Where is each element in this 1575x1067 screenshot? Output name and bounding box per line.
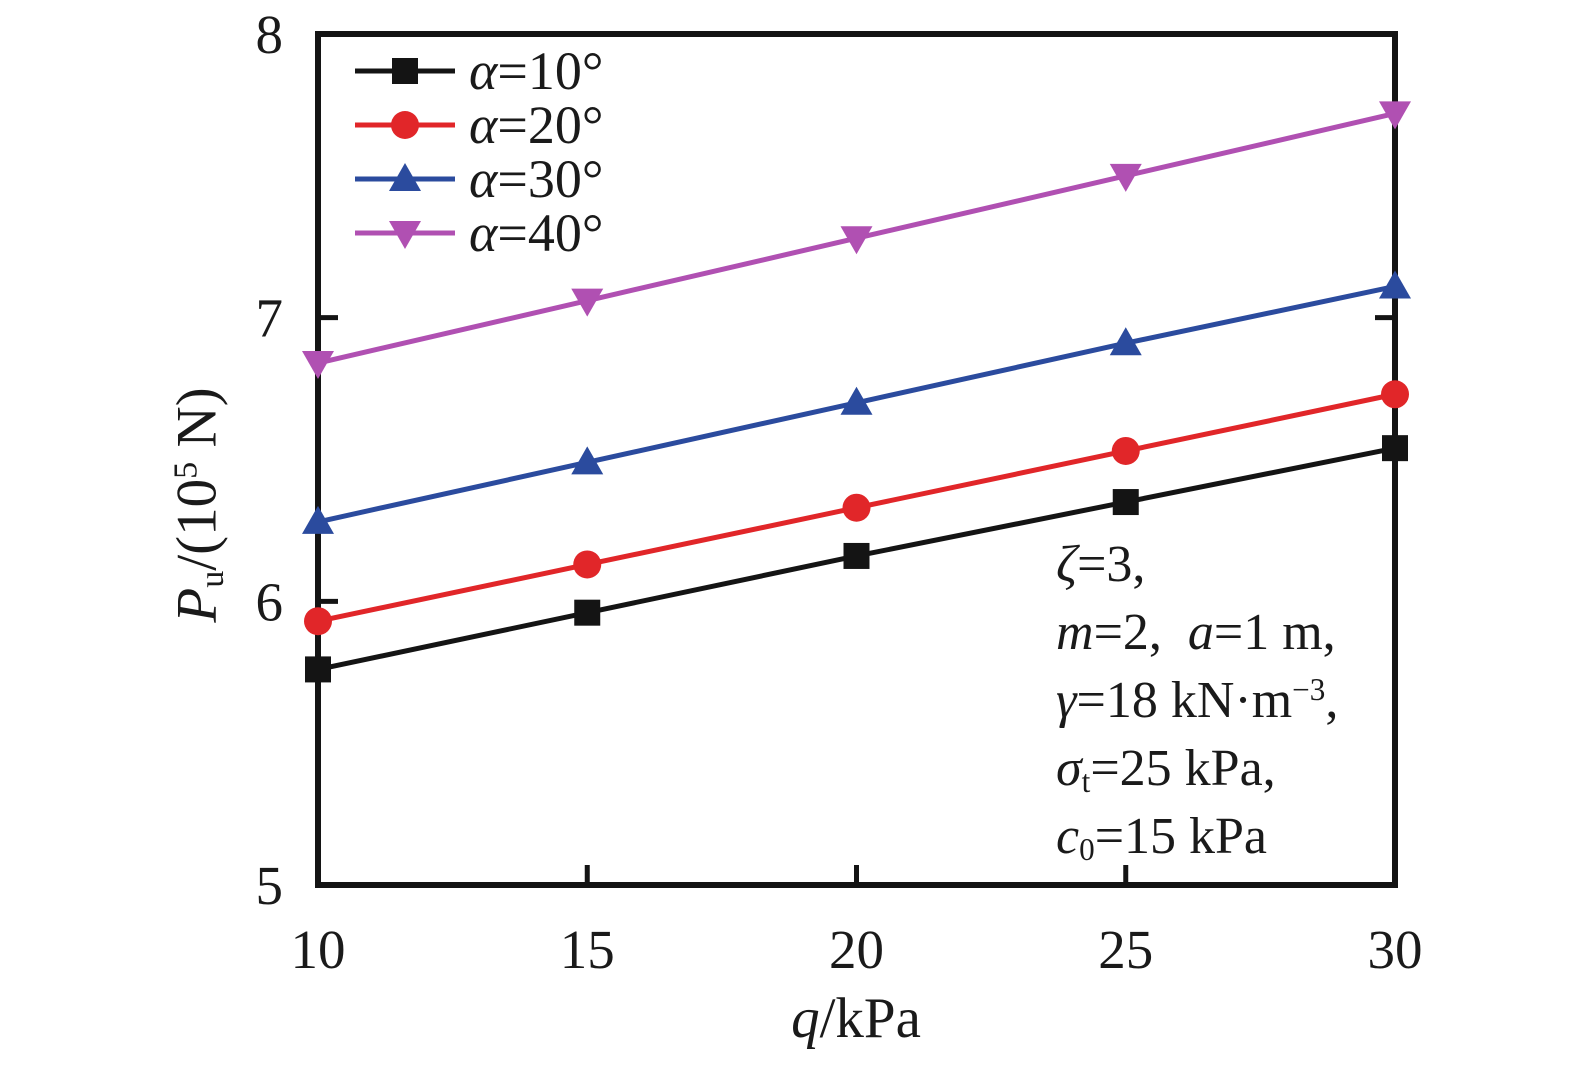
text-segment: =25 kPa, bbox=[1090, 740, 1289, 797]
text-segment: q bbox=[791, 987, 820, 1050]
text-segment: α bbox=[469, 149, 498, 209]
annotation-line: γ=18 kN·m−3, bbox=[1056, 667, 1351, 735]
series-marker-alpha-40 bbox=[1109, 163, 1142, 192]
series-marker-alpha-10 bbox=[1382, 435, 1408, 462]
text-segment: α bbox=[469, 95, 498, 155]
legend-label: α=30° bbox=[469, 152, 603, 206]
x-tick-label: 20 bbox=[829, 919, 884, 980]
series-marker-alpha-40 bbox=[302, 351, 334, 380]
text-segment: c bbox=[1056, 808, 1080, 865]
text-segment: N) bbox=[165, 387, 229, 462]
x-tick-label: 30 bbox=[1368, 919, 1423, 980]
legend-item-alpha-20: α=20° bbox=[355, 98, 603, 152]
text-segment: =30° bbox=[497, 149, 604, 209]
y-tick-label: 7 bbox=[256, 288, 284, 349]
series-marker-alpha-20 bbox=[573, 550, 602, 579]
x-tick-label: 15 bbox=[560, 919, 615, 980]
text-segment: α bbox=[469, 41, 498, 101]
annotation-line: ζ=3, bbox=[1056, 531, 1351, 599]
text-segment: α bbox=[469, 203, 498, 263]
legend-marker-alpha-20 bbox=[391, 111, 419, 139]
text-segment: t bbox=[1081, 763, 1091, 799]
text-segment: =2, bbox=[1093, 604, 1188, 661]
text-segment: u bbox=[194, 570, 232, 588]
series-marker-alpha-40 bbox=[840, 226, 873, 255]
x-axis-title: q/kPa bbox=[791, 986, 921, 1051]
legend-item-alpha-30: α=30° bbox=[355, 152, 603, 206]
parameter-annotation: ζ=3, m=2, a=1 m, γ=18 kN·m−3, σt=25 kPa,… bbox=[1056, 531, 1351, 871]
legend-label: α=20° bbox=[469, 98, 603, 152]
series-marker-alpha-20 bbox=[842, 493, 871, 522]
text-segment: σ bbox=[1056, 740, 1082, 797]
series-marker-alpha-20 bbox=[1111, 436, 1140, 465]
text-segment: /(10 bbox=[165, 478, 229, 571]
legend-label: α=40° bbox=[469, 206, 603, 260]
text-segment: /kPa bbox=[819, 987, 921, 1050]
text-segment: =20° bbox=[497, 95, 604, 155]
legend-marker-alpha-10 bbox=[392, 58, 418, 84]
text-segment: 5 bbox=[167, 461, 205, 479]
series-marker-alpha-30 bbox=[840, 386, 873, 415]
series-marker-alpha-10 bbox=[843, 542, 870, 569]
annotation-line: σt=25 kPa, bbox=[1056, 735, 1351, 803]
text-segment: P bbox=[165, 587, 229, 623]
series-marker-alpha-20 bbox=[1381, 380, 1409, 409]
series-marker-alpha-40 bbox=[571, 288, 604, 317]
text-segment: =40° bbox=[497, 203, 604, 263]
series-marker-alpha-10 bbox=[1112, 489, 1139, 516]
series-marker-alpha-30 bbox=[571, 446, 604, 475]
y-tick-label: 8 bbox=[256, 4, 284, 65]
y-axis-title: Pu/(105 N) bbox=[165, 387, 232, 623]
annotation-line: m=2, a=1 m, bbox=[1056, 599, 1351, 667]
text-segment: a bbox=[1187, 604, 1214, 661]
text-segment: 0 bbox=[1079, 831, 1095, 867]
series-marker-alpha-20 bbox=[304, 607, 332, 636]
text-segment: =18 kN·m bbox=[1076, 672, 1293, 729]
series-marker-alpha-30 bbox=[1109, 327, 1142, 356]
legend-swatch-triangle-down-icon bbox=[355, 221, 455, 249]
legend-swatch-square-icon bbox=[355, 58, 455, 84]
series-marker-alpha-10 bbox=[305, 656, 331, 683]
text-segment: =15 kPa bbox=[1094, 808, 1268, 865]
text-segment: −3 bbox=[1292, 671, 1326, 707]
series-marker-alpha-40 bbox=[1379, 101, 1411, 130]
legend-swatch-triangle-up-icon bbox=[355, 163, 455, 191]
legend-label: α=10° bbox=[469, 44, 603, 98]
text-segment: =1 m, bbox=[1213, 604, 1349, 661]
text-segment: ζ bbox=[1056, 536, 1078, 593]
y-tick-label: 5 bbox=[256, 855, 284, 916]
text-segment: γ bbox=[1056, 672, 1077, 729]
legend-marker-alpha-30 bbox=[389, 163, 421, 191]
annotation-line: c0=15 kPa bbox=[1056, 803, 1351, 871]
text-segment: , bbox=[1325, 672, 1352, 729]
series-marker-alpha-30 bbox=[1379, 270, 1411, 299]
y-tick-label: 6 bbox=[256, 571, 284, 632]
legend-item-alpha-10: α=10° bbox=[355, 44, 603, 98]
legend-item-alpha-40: α=40° bbox=[355, 206, 603, 260]
series-marker-alpha-30 bbox=[302, 505, 334, 534]
text-segment: m bbox=[1056, 604, 1094, 661]
text-segment: =10° bbox=[497, 41, 604, 101]
x-tick-label: 25 bbox=[1098, 919, 1153, 980]
text-segment: =3, bbox=[1077, 536, 1159, 593]
series-marker-alpha-10 bbox=[574, 599, 601, 626]
x-tick-label: 10 bbox=[291, 919, 346, 980]
legend-swatch-circle-icon bbox=[355, 111, 455, 139]
legend: α=10° α=20° α=30° α=40° bbox=[355, 44, 603, 260]
legend-marker-alpha-40 bbox=[389, 221, 421, 249]
